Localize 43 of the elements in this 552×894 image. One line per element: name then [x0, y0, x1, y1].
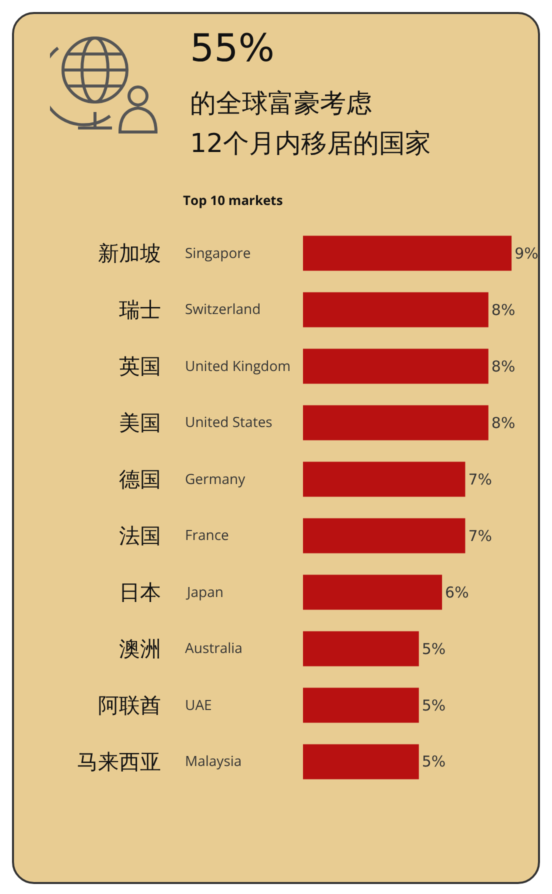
data-label: 8%	[491, 357, 516, 376]
y2-tick-label: United Kingdom	[185, 357, 291, 376]
bar	[303, 688, 419, 723]
y2-tick-label: Switzerland	[185, 300, 261, 319]
bar	[303, 236, 512, 271]
y2-tick-label: UAE	[185, 696, 212, 715]
y2-tick-label: Germany	[185, 470, 246, 489]
y2-tick-label: Singapore	[185, 244, 251, 263]
data-label: 5%	[422, 696, 446, 714]
chart-subtitle: 的全球富豪考虑 12个月内移居的国家	[190, 88, 432, 161]
data-label: 5%	[422, 752, 446, 771]
data-label: 7%	[468, 470, 492, 488]
y-tick-label: 新加坡	[98, 240, 161, 268]
data-label: 6%	[445, 583, 469, 602]
y2-tick-label: Australia	[185, 639, 242, 658]
y-tick-label: 瑞士	[119, 296, 161, 324]
bar	[303, 574, 442, 610]
y-tick-label: 马来西亚	[77, 748, 161, 776]
y2-tick-label: United States	[185, 413, 273, 432]
bar	[303, 518, 466, 554]
data-label: 9%	[514, 244, 538, 262]
text: Top 10 markets	[183, 191, 283, 209]
bar	[303, 462, 466, 497]
data-label: 7%	[468, 526, 492, 545]
y-tick-label: 英国	[119, 352, 161, 381]
chart-title: 55%	[190, 26, 274, 70]
data-label: 8%	[491, 300, 516, 319]
y-tick-label: 美国	[119, 409, 161, 438]
bar	[303, 292, 488, 328]
bar	[303, 405, 488, 440]
data-label: 5%	[422, 640, 446, 658]
y-tick-label: 阿联酋	[98, 692, 161, 720]
y-tick-label: 法国	[119, 522, 161, 550]
y-tick-label: 德国	[119, 466, 161, 494]
bar	[303, 348, 488, 384]
y2-tick-label: France	[185, 526, 230, 545]
bar	[303, 631, 419, 666]
y2-tick-label: Japan	[185, 583, 224, 602]
data-label: 8%	[491, 414, 516, 432]
y-tick-label: 澳洲	[119, 635, 161, 664]
bar	[303, 744, 419, 780]
y-tick-label: 日本	[119, 578, 161, 607]
y2-tick-label: Malaysia	[185, 752, 242, 771]
